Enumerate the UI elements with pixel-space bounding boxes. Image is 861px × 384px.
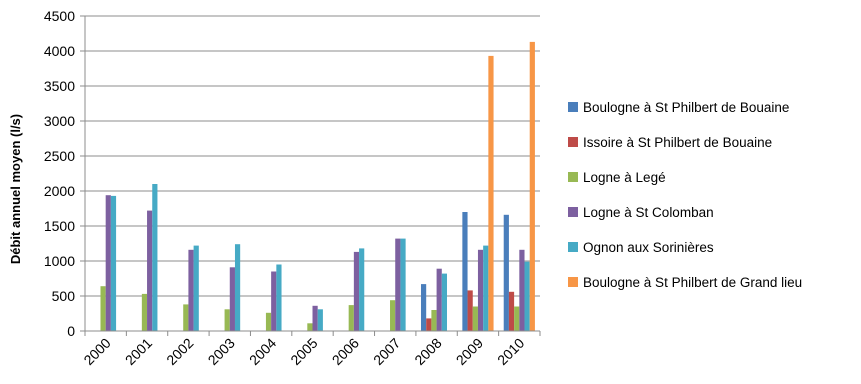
bar [524,261,530,331]
bar [359,248,365,331]
y-axis-label: Débit annuel moyen (l/s) [8,114,23,264]
bar [348,305,354,331]
legend-swatch [568,137,578,147]
legend-label: Logne à St Colomban [583,205,714,220]
bar [462,212,468,331]
legend-swatch [568,277,578,287]
bar [193,245,199,331]
y-tick-label: 2500 [44,148,75,164]
bar [307,323,313,331]
bar [420,284,427,331]
legend-swatch [568,102,578,112]
bar [436,268,442,331]
bar [276,264,282,331]
bar [441,273,447,331]
bar [110,195,117,331]
bar [141,293,148,331]
legend-label: Issoire à St Philbert de Bouaine [583,135,772,150]
bar [312,305,318,331]
legend-label: Boulogne à St Philbert de Bouaine [583,100,789,115]
bar [234,244,241,331]
y-tick-label: 1000 [44,253,75,269]
legend-swatch [568,172,578,182]
y-tick-label: 3500 [44,78,75,94]
y-tick-label: 2000 [44,183,75,199]
x-tick-label: 2000 [80,335,113,368]
x-tick-label: 2001 [122,335,155,368]
bar [400,238,406,331]
y-tick-label: 3000 [44,113,75,129]
bar [229,267,235,331]
bar [353,251,360,331]
axes [80,15,541,336]
bar [224,309,230,331]
bar [105,195,111,331]
legend-swatch [568,242,578,252]
legend-label: Logne à Legé [583,170,666,185]
x-tick-label: 2009 [453,335,486,368]
bar [508,291,515,331]
bar [514,306,520,331]
bar [519,249,525,331]
bar [395,238,401,331]
x-tick-label: 2007 [370,335,403,368]
x-tick-label: 2003 [205,335,238,368]
x-tick-label: 2006 [329,335,362,368]
x-tick-label: 2004 [246,335,279,368]
legend-label: Boulogne à St Philbert de Grand lieu [583,275,802,290]
y-tick-label: 500 [52,288,76,304]
legend-swatch [568,207,578,217]
bar [472,306,478,331]
x-tick-label: 2005 [287,335,320,368]
legend: Boulogne à St Philbert de Bouaine Issoire… [568,100,802,290]
x-tick-label: 2010 [494,335,527,368]
bars [100,41,535,332]
bar [477,249,484,331]
bar [100,286,106,331]
y-tick-label: 4000 [44,43,75,59]
bar [271,271,277,331]
bar [265,312,272,331]
bar [152,184,158,331]
bar [503,214,509,331]
bar [188,249,194,331]
bar [426,318,432,331]
bar [467,290,473,331]
bar [390,300,396,331]
gridlines [85,15,540,297]
y-tick-label: 4500 [44,8,75,24]
bar [488,55,494,332]
x-tick-label: 2008 [411,335,444,368]
y-tick-labels: 0 500 1000 1500 2000 2500 3000 3500 4000 4500 [44,8,75,339]
bar [317,309,323,331]
y-tick-label: 1500 [44,218,75,234]
y-tick-label: 0 [67,323,75,339]
x-tick-label: 2002 [163,335,196,368]
x-tick-labels: 2000 2001 2002 2003 2004 2005 2006 2007 2008 2009… [80,335,527,368]
legend-label: Ognon aux Sorinières [583,240,714,255]
bar [183,304,189,331]
bar [483,245,489,331]
bar [147,210,153,331]
bar [529,41,535,332]
bar [431,310,437,331]
